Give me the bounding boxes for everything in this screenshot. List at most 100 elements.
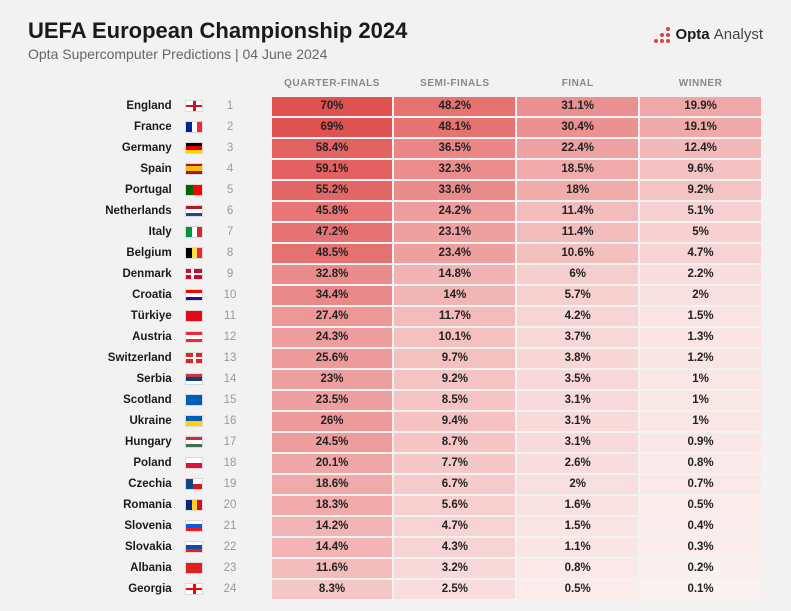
table-header-row: QUARTER-FINALS SEMI-FINALS FINAL WINNER — [30, 76, 761, 95]
flag-icon — [185, 352, 203, 364]
value-cell: 11.4% — [517, 202, 638, 221]
country-name: Belgium — [30, 244, 178, 263]
country-name: Slovenia — [30, 517, 178, 536]
rank-cell: 19 — [211, 475, 249, 494]
value-cell: 3.1% — [517, 391, 638, 410]
value-cell: 1.6% — [517, 496, 638, 515]
value-cell: 9.2% — [394, 370, 515, 389]
flag-cell — [180, 538, 210, 557]
value-cell: 19.1% — [640, 118, 761, 137]
flag-icon — [185, 184, 203, 196]
value-cell: 8.3% — [272, 580, 393, 599]
flag-cell — [180, 580, 210, 599]
value-cell: 4.7% — [394, 517, 515, 536]
flag-cell — [180, 496, 210, 515]
table-row: Germany358.4%36.5%22.4%12.4% — [30, 139, 761, 158]
country-name: Türkiye — [30, 307, 178, 326]
table-row: Italy747.2%23.1%11.4%5% — [30, 223, 761, 242]
rank-cell: 16 — [211, 412, 249, 431]
rank-cell: 4 — [211, 160, 249, 179]
value-cell: 59.1% — [272, 160, 393, 179]
flag-cell — [180, 160, 210, 179]
flag-icon — [185, 394, 203, 406]
flag-cell — [180, 244, 210, 263]
rank-cell: 23 — [211, 559, 249, 578]
table-row: Georgia248.3%2.5%0.5%0.1% — [30, 580, 761, 599]
flag-icon — [185, 520, 203, 532]
flag-icon — [185, 205, 203, 217]
value-cell: 11.6% — [272, 559, 393, 578]
table-row: Scotland1523.5%8.5%3.1%1% — [30, 391, 761, 410]
flag-cell — [180, 328, 210, 347]
value-cell: 27.4% — [272, 307, 393, 326]
flag-cell — [180, 370, 210, 389]
col-sf: SEMI-FINALS — [394, 76, 515, 95]
table-row: Slovenia2114.2%4.7%1.5%0.4% — [30, 517, 761, 536]
value-cell: 4.3% — [394, 538, 515, 557]
value-cell: 1.2% — [640, 349, 761, 368]
value-cell: 48.2% — [394, 97, 515, 116]
rank-cell: 24 — [211, 580, 249, 599]
flag-icon — [185, 268, 203, 280]
rank-cell: 1 — [211, 97, 249, 116]
table-row: Austria1224.3%10.1%3.7%1.3% — [30, 328, 761, 347]
country-name: Ukraine — [30, 412, 178, 431]
value-cell: 23.4% — [394, 244, 515, 263]
value-cell: 1.5% — [517, 517, 638, 536]
flag-cell — [180, 286, 210, 305]
rank-cell: 13 — [211, 349, 249, 368]
page-subtitle: Opta Supercomputer Predictions | 04 June… — [28, 46, 763, 62]
flag-icon — [185, 541, 203, 553]
value-cell: 69% — [272, 118, 393, 137]
rank-cell: 12 — [211, 328, 249, 347]
flag-cell — [180, 181, 210, 200]
flag-cell — [180, 307, 210, 326]
value-cell: 24.2% — [394, 202, 515, 221]
value-cell: 3.1% — [517, 412, 638, 431]
flag-icon — [185, 373, 203, 385]
value-cell: 30.4% — [517, 118, 638, 137]
rank-cell: 22 — [211, 538, 249, 557]
logo-dots-icon — [653, 26, 671, 44]
country-name: Portugal — [30, 181, 178, 200]
country-name: Czechia — [30, 475, 178, 494]
value-cell: 1.3% — [640, 328, 761, 347]
value-cell: 14.8% — [394, 265, 515, 284]
flag-icon — [185, 142, 203, 154]
table-row: Türkiye1127.4%11.7%4.2%1.5% — [30, 307, 761, 326]
rank-cell: 8 — [211, 244, 249, 263]
country-name: Serbia — [30, 370, 178, 389]
rank-cell: 17 — [211, 433, 249, 452]
table-row: Denmark932.8%14.8%6%2.2% — [30, 265, 761, 284]
table-row: Serbia1423%9.2%3.5%1% — [30, 370, 761, 389]
opta-logo: Opta Analyst — [653, 26, 763, 44]
value-cell: 0.5% — [640, 496, 761, 515]
value-cell: 3.2% — [394, 559, 515, 578]
flag-cell — [180, 118, 210, 137]
flag-icon — [185, 310, 203, 322]
value-cell: 33.6% — [394, 181, 515, 200]
rank-cell: 5 — [211, 181, 249, 200]
col-winner: WINNER — [640, 76, 761, 95]
value-cell: 2.5% — [394, 580, 515, 599]
flag-cell — [180, 559, 210, 578]
rank-cell: 10 — [211, 286, 249, 305]
col-qf: QUARTER-FINALS — [272, 76, 393, 95]
value-cell: 5.7% — [517, 286, 638, 305]
flag-cell — [180, 454, 210, 473]
value-cell: 14.4% — [272, 538, 393, 557]
rank-cell: 3 — [211, 139, 249, 158]
predictions-table-wrap: QUARTER-FINALS SEMI-FINALS FINAL WINNER … — [0, 70, 791, 611]
value-cell: 0.8% — [640, 454, 761, 473]
value-cell: 9.6% — [640, 160, 761, 179]
rank-cell: 14 — [211, 370, 249, 389]
rank-cell: 20 — [211, 496, 249, 515]
value-cell: 3.7% — [517, 328, 638, 347]
value-cell: 10.1% — [394, 328, 515, 347]
logo-main: Opta — [675, 26, 709, 43]
rank-cell: 11 — [211, 307, 249, 326]
country-name: Poland — [30, 454, 178, 473]
flag-cell — [180, 202, 210, 221]
value-cell: 45.8% — [272, 202, 393, 221]
flag-cell — [180, 265, 210, 284]
